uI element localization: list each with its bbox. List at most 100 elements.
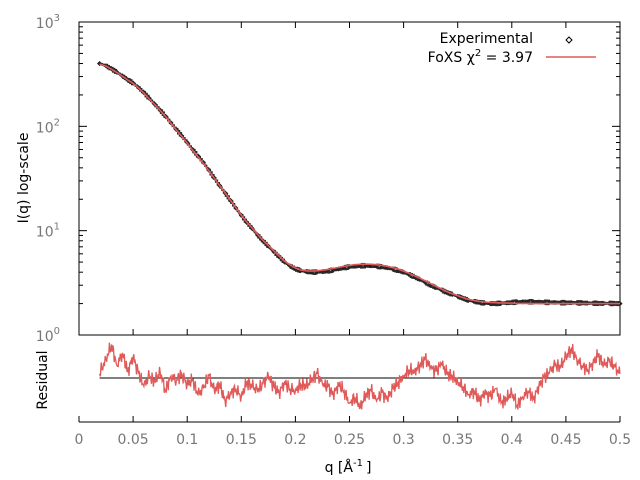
- experimental-point: [208, 168, 211, 172]
- experimental-point: [160, 109, 164, 112]
- experimental-point: [576, 300, 579, 303]
- experimental-point: [225, 192, 229, 196]
- y-tick-exp: 3: [54, 13, 60, 24]
- experimental-point: [528, 299, 532, 302]
- experimental-point: [360, 266, 363, 269]
- experimental-point: [593, 300, 596, 303]
- experimental-point: [387, 266, 391, 269]
- y-tick-base: 10: [36, 225, 54, 241]
- experimental-point: [346, 267, 349, 270]
- experimental-point: [322, 271, 325, 274]
- experimental-point: [495, 303, 498, 307]
- experimental-point: [549, 300, 552, 303]
- experimental-point: [426, 284, 430, 287]
- experimental-point: [312, 272, 315, 275]
- experimental-point: [592, 303, 596, 306]
- experimental-point: [464, 299, 468, 302]
- experimental-point: [577, 303, 580, 306]
- experimental-point: [141, 89, 145, 93]
- experimental-point: [447, 293, 450, 296]
- experimental-data-points: [96, 60, 623, 307]
- experimental-point: [367, 265, 370, 268]
- experimental-point: [243, 220, 247, 223]
- experimental-point: [127, 80, 130, 83]
- experimental-point: [583, 300, 587, 304]
- x-tick-label: 0.1: [176, 432, 198, 448]
- experimental-point: [616, 301, 619, 304]
- experimental-point: [247, 224, 250, 227]
- experimental-point: [349, 264, 352, 268]
- experimental-point: [289, 266, 293, 269]
- experimental-point: [491, 303, 495, 306]
- experimental-point: [226, 196, 229, 200]
- experimental-point: [525, 299, 528, 303]
- experimental-point: [600, 300, 604, 304]
- experimental-point: [264, 243, 267, 247]
- experimental-point: [143, 90, 147, 94]
- experimental-point: [609, 303, 613, 307]
- experimental-point: [392, 269, 395, 272]
- x-tick-label: 0.45: [550, 432, 581, 448]
- experimental-point: [551, 300, 554, 303]
- experimental-point: [462, 298, 466, 302]
- experimental-point: [183, 137, 186, 140]
- experimental-point: [339, 268, 342, 271]
- residual-panel: Residual: [35, 342, 621, 410]
- x-tick-label: 0.3: [392, 432, 414, 448]
- experimental-point: [161, 113, 165, 116]
- experimental-point: [212, 173, 215, 177]
- y-tick-base: 10: [36, 329, 54, 345]
- experimental-point: [314, 272, 317, 275]
- x-axis-label-end: ]: [366, 460, 371, 476]
- experimental-point: [481, 303, 485, 306]
- experimental-point: [614, 301, 617, 304]
- experimental-point: [111, 66, 114, 70]
- experimental-point: [354, 266, 358, 269]
- experimental-point: [598, 303, 601, 306]
- experimental-point: [306, 271, 310, 275]
- experimental-point: [474, 301, 477, 305]
- experimental-point: [535, 299, 539, 303]
- y-tick-exp: 1: [54, 222, 60, 233]
- experimental-point: [109, 66, 112, 69]
- experimental-point: [513, 299, 516, 302]
- experimental-point: [571, 300, 574, 304]
- experimental-point: [323, 271, 327, 274]
- experimental-point: [424, 283, 428, 286]
- legend-fit-prefix: FoXS χ: [428, 50, 475, 66]
- legend-experimental-label: Experimental: [440, 31, 533, 47]
- experimental-point: [497, 300, 501, 303]
- experimental-point: [329, 270, 332, 274]
- experimental-point: [227, 195, 230, 198]
- experimental-point: [130, 79, 133, 82]
- experimental-point: [430, 285, 433, 289]
- x-tick-label: 0.15: [226, 432, 257, 448]
- intensity-plot-frame: [78, 21, 621, 336]
- experimental-point: [203, 161, 206, 165]
- legend: Experimental FoXS χ2 = 3.97: [428, 31, 596, 66]
- experimental-point: [361, 266, 365, 269]
- x-tick-label: 0.35: [442, 432, 473, 448]
- experimental-point: [138, 86, 141, 89]
- experimental-point: [124, 76, 128, 79]
- experimental-point: [114, 68, 118, 72]
- experimental-point: [442, 291, 445, 294]
- experimental-point: [616, 303, 620, 307]
- y-tick-label: 102: [36, 117, 60, 136]
- experimental-point: [112, 70, 115, 73]
- experimental-point: [296, 270, 300, 273]
- experimental-point: [195, 151, 198, 154]
- experimental-point: [397, 270, 401, 273]
- experimental-point: [581, 300, 585, 304]
- experimental-point: [378, 267, 382, 270]
- y-tick-label: 103: [36, 13, 60, 32]
- experimental-point: [198, 156, 202, 159]
- y-axis-label: I(q) log-scale: [16, 133, 32, 224]
- experimental-point: [295, 269, 298, 272]
- x-axis-label-sup: -1: [353, 458, 363, 469]
- experimental-point: [107, 64, 110, 68]
- experimental-point: [540, 300, 543, 303]
